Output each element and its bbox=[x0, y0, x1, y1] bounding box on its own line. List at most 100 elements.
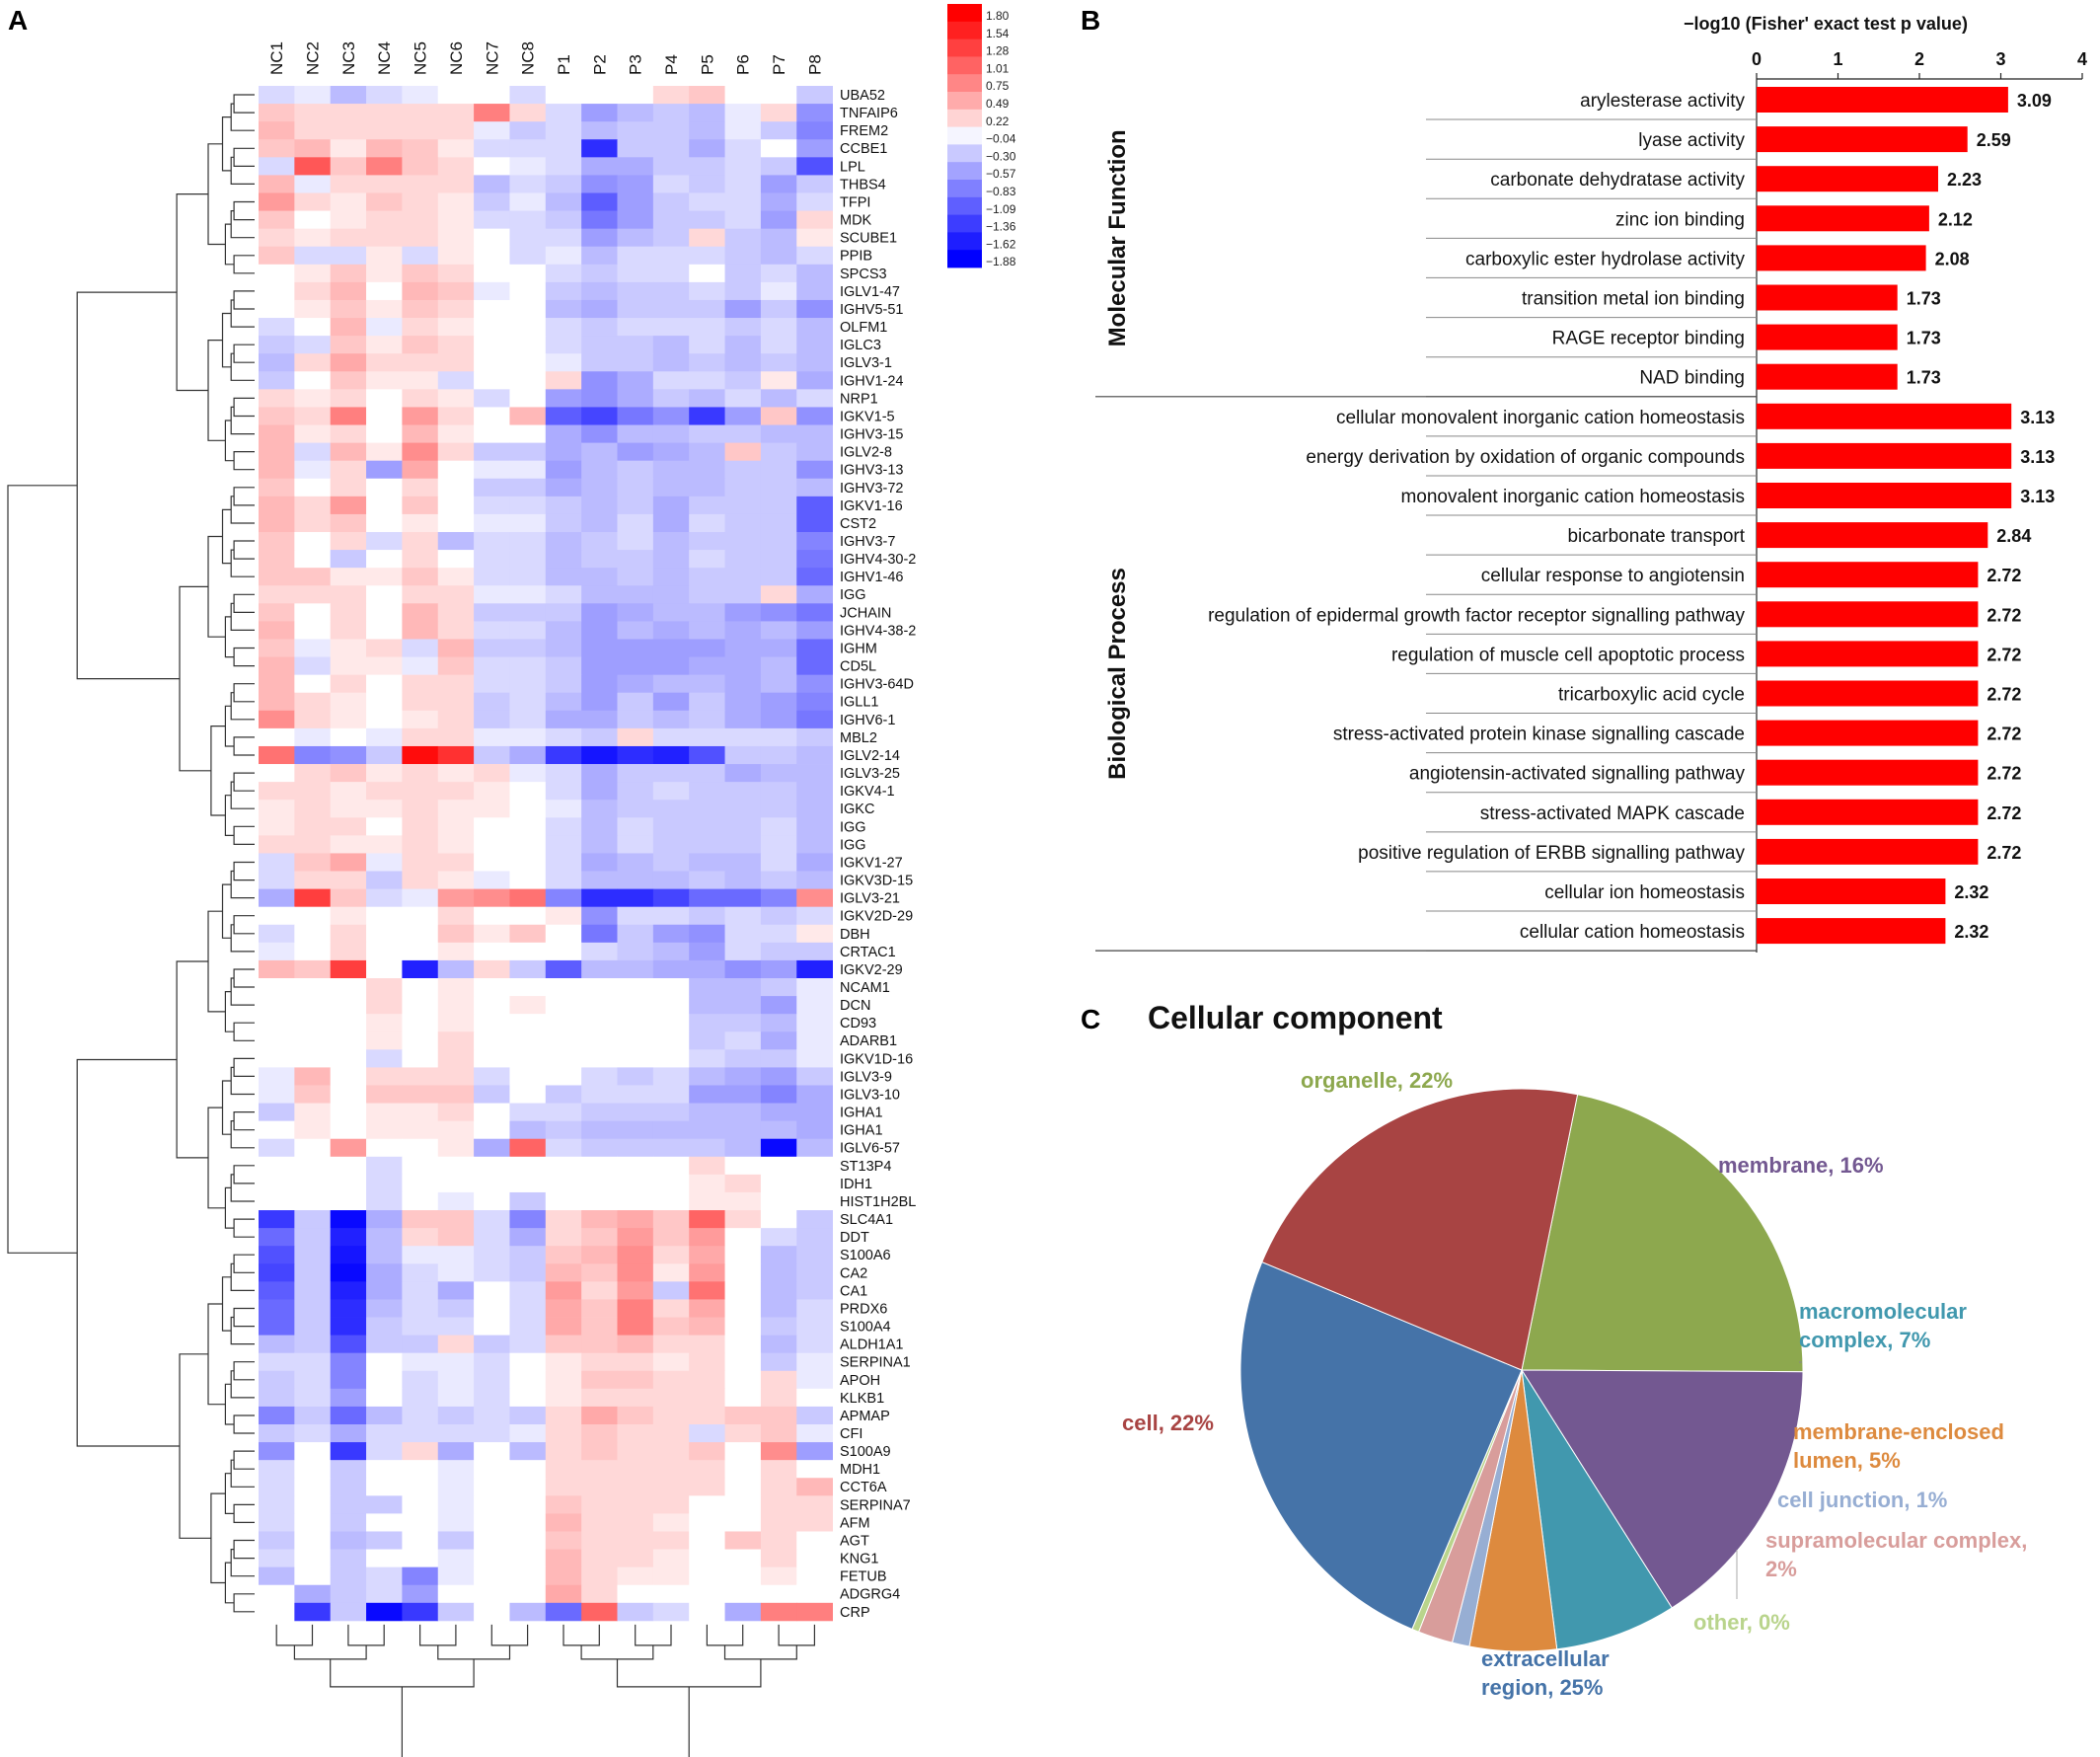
heatmap-cell bbox=[402, 1352, 439, 1372]
heatmap-cell bbox=[689, 1281, 725, 1300]
heatmap-cell bbox=[330, 1031, 367, 1050]
heatmap-cell bbox=[617, 1049, 654, 1068]
heatmap-cell bbox=[437, 1281, 475, 1300]
heatmap-cell bbox=[330, 1495, 367, 1514]
heatmap-cell bbox=[760, 1531, 797, 1550]
heatmap-cell bbox=[509, 745, 547, 765]
heatmap-cell bbox=[545, 871, 582, 889]
heatmap-cell bbox=[437, 318, 475, 337]
heatmap-cell bbox=[259, 1335, 295, 1354]
heatmap-cell bbox=[402, 835, 439, 854]
pie-label-line: organelle, 22% bbox=[1301, 1068, 1453, 1093]
heatmap-cell bbox=[760, 246, 797, 266]
heatmap-cell bbox=[437, 121, 475, 140]
pie-label: membrane, 16% bbox=[1718, 1153, 1884, 1178]
heatmap-cell bbox=[652, 1191, 690, 1211]
dendrogram-link bbox=[224, 1473, 235, 1514]
heatmap-cell bbox=[330, 1103, 367, 1122]
heatmap-cell bbox=[402, 424, 439, 443]
heatmap-cell bbox=[366, 86, 403, 105]
heatmap-cell bbox=[509, 389, 547, 408]
heatmap-cell bbox=[294, 621, 332, 640]
heatmap-cell bbox=[402, 1602, 439, 1622]
heatmap-cell bbox=[330, 104, 367, 122]
heatmap-cell bbox=[330, 800, 367, 818]
heatmap-cell bbox=[617, 1210, 654, 1229]
heatmap-cell bbox=[330, 513, 367, 533]
heatmap-cell bbox=[689, 513, 725, 533]
heatmap-cell bbox=[689, 853, 725, 872]
heatmap-cell bbox=[724, 1210, 762, 1229]
heatmap-cell bbox=[760, 692, 797, 712]
heatmap-cell bbox=[437, 996, 475, 1015]
heatmap-cell bbox=[474, 1531, 510, 1550]
heatmap-cell bbox=[259, 1424, 295, 1443]
heatmap-cell bbox=[581, 1335, 618, 1354]
heatmap-cell bbox=[474, 192, 510, 211]
heatmap-cell bbox=[689, 710, 725, 729]
heatmap-cell bbox=[366, 1442, 403, 1461]
heatmap-cell bbox=[330, 621, 367, 640]
heatmap-cell bbox=[474, 1335, 510, 1354]
heatmap-cell bbox=[796, 996, 833, 1015]
pie-label-line: complex, 7% bbox=[1799, 1328, 1930, 1352]
heatmap-cell bbox=[796, 157, 833, 176]
heatmap-cell bbox=[617, 924, 654, 944]
heatmap-cell bbox=[259, 639, 295, 657]
gene-label: IGLV3-25 bbox=[840, 766, 900, 782]
heatmap-cell bbox=[581, 1103, 618, 1122]
dendrogram-link bbox=[224, 795, 235, 836]
heatmap-cell bbox=[330, 817, 367, 836]
heatmap-cell bbox=[437, 281, 475, 301]
heatmap-cell bbox=[545, 1495, 582, 1514]
heatmap-cell bbox=[259, 299, 295, 319]
heatmap-cell bbox=[402, 871, 439, 889]
term-label: carbonate dehydratase activity bbox=[1490, 170, 1745, 191]
heatmap-cell bbox=[581, 1085, 618, 1104]
heatmap-cell bbox=[796, 603, 833, 622]
heatmap-cell bbox=[652, 246, 690, 266]
heatmap-cell bbox=[581, 1406, 618, 1425]
heatmap-cell bbox=[366, 550, 403, 569]
heatmap-cell bbox=[689, 192, 725, 211]
heatmap-cell bbox=[581, 835, 618, 854]
heatmap-cell bbox=[294, 924, 332, 944]
heatmap-cell bbox=[760, 496, 797, 515]
heatmap-cell bbox=[724, 1370, 762, 1390]
heatmap-cell bbox=[796, 1138, 833, 1158]
heatmap-cell bbox=[509, 888, 547, 908]
colorbar-segment bbox=[947, 92, 982, 111]
heatmap-cell bbox=[294, 1370, 332, 1390]
heatmap-cell bbox=[545, 424, 582, 443]
heatmap-cell bbox=[724, 407, 762, 425]
gene-label: IGKV1-16 bbox=[840, 498, 903, 514]
heatmap-cell bbox=[545, 1513, 582, 1532]
heatmap-cell bbox=[545, 496, 582, 515]
heatmap-cell bbox=[581, 1191, 618, 1211]
heatmap-cell bbox=[760, 568, 797, 586]
dendrogram-link bbox=[224, 991, 235, 1032]
cellular-component-pie: organelle, 22%membrane, 16%macromolecula… bbox=[1122, 1068, 2027, 1700]
heatmap-cell bbox=[796, 442, 833, 462]
heatmap-cell bbox=[366, 460, 403, 480]
heatmap-cell bbox=[581, 924, 618, 944]
heatmap-cell bbox=[617, 299, 654, 319]
heatmap-cell bbox=[366, 710, 403, 729]
heatmap-cell bbox=[259, 1156, 295, 1176]
heatmap-cell bbox=[724, 710, 762, 729]
heatmap-cell bbox=[259, 924, 295, 944]
heatmap-cell bbox=[402, 442, 439, 462]
gene-label: THBS4 bbox=[840, 177, 886, 192]
heatmap-cell bbox=[259, 1478, 295, 1496]
heatmap-cell bbox=[509, 1352, 547, 1372]
heatmap-cell bbox=[760, 996, 797, 1015]
heatmap-cell bbox=[796, 674, 833, 694]
gene-label: IDH1 bbox=[840, 1177, 872, 1192]
dendrogram-link bbox=[233, 861, 255, 881]
heatmap-cell bbox=[652, 1138, 690, 1158]
heatmap-cell bbox=[689, 1584, 725, 1604]
heatmap-cell bbox=[617, 1174, 654, 1193]
heatmap-cell bbox=[474, 871, 510, 889]
heatmap-cell bbox=[294, 817, 332, 836]
heatmap-cell bbox=[366, 407, 403, 425]
